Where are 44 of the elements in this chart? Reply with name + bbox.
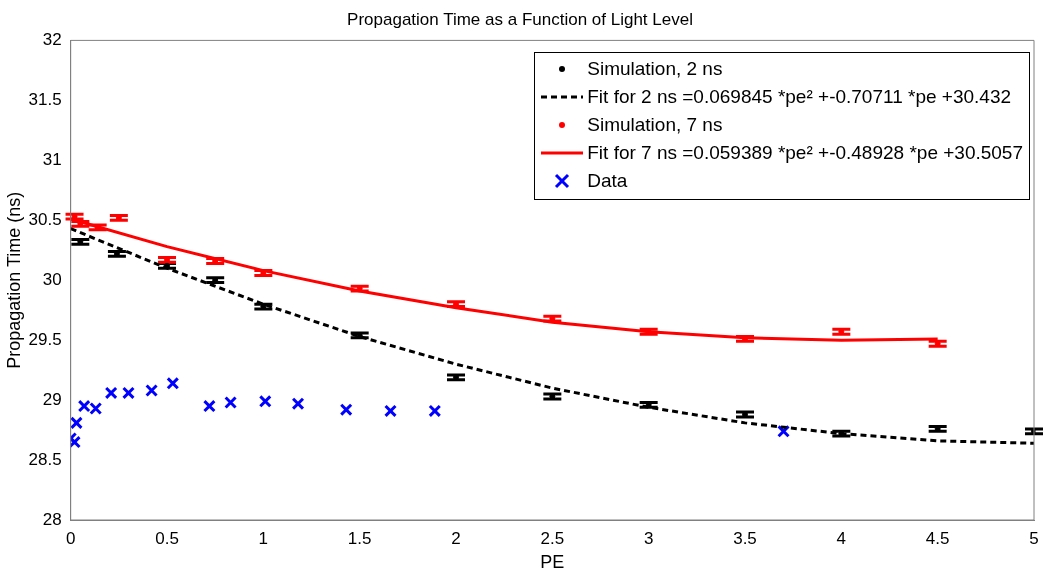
line-series — [70, 227, 1034, 445]
point — [224, 396, 238, 409]
x-tick-label: 0 — [65, 528, 76, 548]
x-tick-label: 1 — [258, 528, 269, 548]
point — [104, 386, 118, 400]
x-tick-label: 1.5 — [347, 528, 372, 548]
chart-title: Propagation Time as a Function of Light Level — [347, 9, 693, 29]
x-tick-label: 0.5 — [155, 528, 179, 548]
point — [258, 394, 272, 408]
point — [202, 399, 216, 413]
y-tick-label: 31.5 — [28, 90, 62, 110]
point — [122, 386, 135, 400]
x-tick-label: 5 — [1029, 528, 1039, 548]
legend-label: Simulation, 2 ns — [587, 57, 723, 81]
x-tick-label: 2.5 — [540, 528, 565, 548]
legend-label: Fit for 7 ns =0.059389 *pe² +-0.48928 *pe +30.5057 — [587, 141, 1023, 165]
point — [428, 404, 442, 418]
point — [384, 404, 397, 418]
y-tick-label: 29.5 — [28, 329, 62, 349]
y-tick-label: 30 — [42, 269, 62, 289]
x-tick-label: 3.5 — [733, 528, 757, 548]
point — [77, 399, 91, 413]
point — [777, 424, 790, 438]
y-tick-label: 28 — [42, 509, 62, 529]
point — [339, 403, 353, 417]
x-tick-label: 4 — [836, 528, 847, 548]
y-tick-label: 31 — [42, 149, 62, 169]
y-axis-title: Propagation Time (ns) — [3, 191, 24, 369]
x-tick-label: 3 — [643, 528, 654, 548]
x-tick-label: 2 — [451, 528, 461, 548]
point — [70, 416, 83, 430]
point — [166, 376, 180, 390]
legend-label: Data — [587, 169, 628, 193]
y-tick-label: 32 — [42, 30, 62, 50]
point — [291, 397, 305, 411]
point — [145, 384, 159, 397]
point — [89, 402, 103, 415]
x-axis-title: PE — [540, 552, 565, 573]
y-tick-label: 30.5 — [28, 209, 62, 229]
x-tick-label: 4.5 — [925, 528, 950, 548]
legend-label: Simulation, 7 ns — [587, 113, 723, 137]
y-tick-label: 28.5 — [28, 449, 62, 469]
legend-label: Fit for 2 ns =0.069845 *pe² +-0.70711 *pe +30.432 — [587, 85, 1012, 109]
y-tick-label: 29 — [42, 389, 62, 409]
